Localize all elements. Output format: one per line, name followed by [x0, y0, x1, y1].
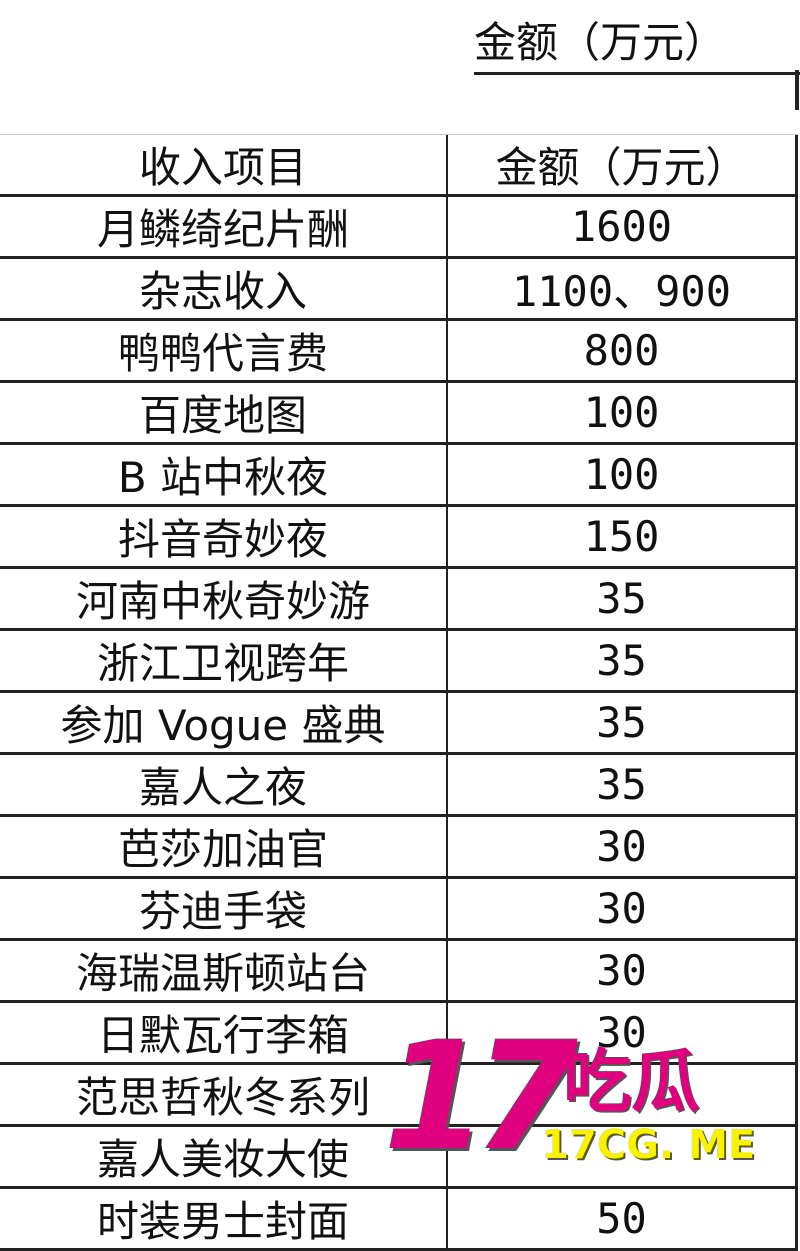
watermark-url: 17CG. ME	[541, 1122, 756, 1168]
table-row: 河南中秋奇妙游 35	[0, 569, 798, 631]
table-row: 抖音奇妙夜 150	[0, 507, 798, 569]
table-row: 百度地图 100	[0, 383, 798, 445]
table-row: 时装男士封面 50	[0, 1189, 798, 1251]
header-item[interactable]: 收入项目	[0, 135, 448, 194]
table-header-row: 收入项目 金额（万元）	[0, 135, 798, 197]
table-row: 芬迪手袋 30	[0, 879, 798, 941]
income-table: 收入项目 金额（万元） 月鳞绮纪片酬 1600 杂志收入 1100、900 鸭鸭代言费 8…	[0, 134, 798, 1251]
amount-cell[interactable]: 800	[448, 321, 798, 380]
table-row: B 站中秋夜 100	[0, 445, 798, 507]
amount-cell[interactable]: 150	[448, 507, 798, 566]
amount-cell[interactable]: 1100、900	[448, 259, 798, 318]
item-cell[interactable]: 百度地图	[0, 383, 448, 442]
item-cell[interactable]: 日默瓦行李箱	[0, 1003, 448, 1062]
amount-cell[interactable]: 50	[448, 1189, 798, 1248]
amount-cell[interactable]: 35	[448, 569, 798, 628]
item-cell[interactable]: 杂志收入	[0, 259, 448, 318]
border-edge	[795, 70, 799, 110]
item-cell[interactable]: 月鳞绮纪片酬	[0, 197, 448, 256]
watermark-number: 17	[383, 1010, 578, 1184]
amount-cell[interactable]	[448, 1065, 798, 1124]
amount-cell[interactable]: 35	[448, 631, 798, 690]
item-cell[interactable]: 芭莎加油官	[0, 817, 448, 876]
amount-cell[interactable]	[448, 1127, 798, 1186]
amount-cell[interactable]: 35	[448, 755, 798, 814]
table-row: 海瑞温斯顿站台 30	[0, 941, 798, 1003]
table-row: 鸭鸭代言费 800	[0, 321, 798, 383]
item-cell[interactable]: 浙江卫视跨年	[0, 631, 448, 690]
amount-cell[interactable]: 30	[448, 1003, 798, 1062]
table-row: 嘉人之夜 35	[0, 755, 798, 817]
amount-cell[interactable]: 35	[448, 693, 798, 752]
table-row: 参加 Vogue 盛典 35	[0, 693, 798, 755]
amount-cell[interactable]: 30	[448, 941, 798, 1000]
table-row: 芭莎加油官 30	[0, 817, 798, 879]
table-row: 范思哲秋冬系列	[0, 1065, 798, 1127]
item-cell[interactable]: 参加 Vogue 盛典	[0, 693, 448, 752]
table-row: 嘉人美妆大使	[0, 1127, 798, 1189]
item-cell[interactable]: 嘉人美妆大使	[0, 1127, 448, 1186]
floating-column-header: 金额（万元）	[474, 14, 800, 75]
table-row: 浙江卫视跨年 35	[0, 631, 798, 693]
item-cell[interactable]: B 站中秋夜	[0, 445, 448, 504]
table-row: 月鳞绮纪片酬 1600	[0, 197, 798, 259]
item-cell[interactable]: 河南中秋奇妙游	[0, 569, 448, 628]
amount-cell[interactable]: 100	[448, 445, 798, 504]
item-cell[interactable]: 芬迪手袋	[0, 879, 448, 938]
item-cell[interactable]: 海瑞温斯顿站台	[0, 941, 448, 1000]
amount-cell[interactable]: 1600	[448, 197, 798, 256]
table-row: 日默瓦行李箱 30	[0, 1003, 798, 1065]
amount-cell[interactable]: 30	[448, 879, 798, 938]
watermark-text: 吃瓜	[563, 1043, 700, 1122]
header-amount[interactable]: 金额（万元）	[448, 135, 798, 194]
item-cell[interactable]: 嘉人之夜	[0, 755, 448, 814]
item-cell[interactable]: 时装男士封面	[0, 1189, 448, 1248]
amount-cell[interactable]: 100	[448, 383, 798, 442]
watermark-logo: 17 吃瓜 17CG. ME	[383, 1022, 773, 1172]
item-cell[interactable]: 鸭鸭代言费	[0, 321, 448, 380]
item-cell[interactable]: 抖音奇妙夜	[0, 507, 448, 566]
item-cell[interactable]: 范思哲秋冬系列	[0, 1065, 448, 1124]
table-row: 杂志收入 1100、900	[0, 259, 798, 321]
amount-cell[interactable]: 30	[448, 817, 798, 876]
